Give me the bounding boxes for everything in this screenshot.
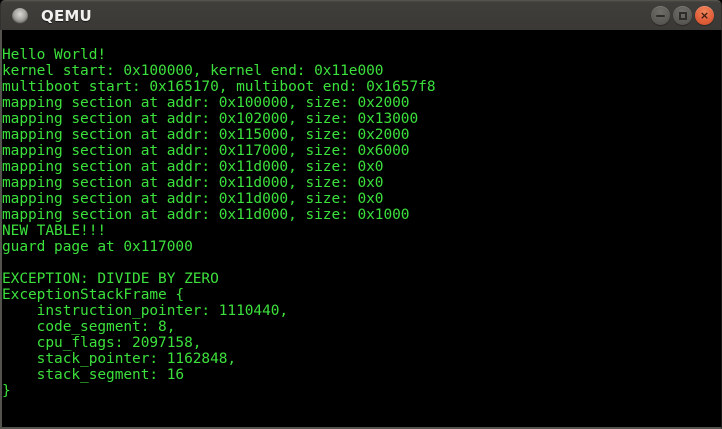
- terminal-line: NEW TABLE!!!: [2, 223, 107, 239]
- terminal-line: mapping section at addr: 0x11d000, size:…: [2, 191, 384, 207]
- terminal-line: mapping section at addr: 0x102000, size:…: [2, 111, 419, 127]
- minimize-button[interactable]: [651, 6, 670, 25]
- terminal-line: mapping section at addr: 0x115000, size:…: [2, 127, 410, 143]
- close-icon: ×: [699, 8, 710, 22]
- terminal-line: kernel start: 0x100000, kernel end: 0x11…: [2, 63, 384, 79]
- terminal-line: guard page at 0x117000: [2, 239, 193, 255]
- terminal-line: multiboot start: 0x165170, multiboot end…: [2, 79, 436, 95]
- terminal-line: mapping section at addr: 0x11d000, size:…: [2, 207, 410, 223]
- terminal-line: EXCEPTION: DIVIDE BY ZERO: [2, 271, 219, 287]
- terminal-output: Hello World! kernel start: 0x100000, kern…: [2, 47, 436, 399]
- minimize-icon: [656, 14, 665, 17]
- close-button[interactable]: ×: [695, 6, 714, 25]
- terminal-line: cpu_flags: 2097158,: [2, 335, 202, 351]
- maximize-icon: [678, 11, 687, 20]
- terminal-line: Hello World!: [2, 47, 107, 63]
- terminal-line: stack_segment: 16: [2, 367, 185, 383]
- window-titlebar[interactable]: QEMU ×: [0, 0, 722, 30]
- window-controls: ×: [651, 6, 714, 25]
- terminal-line: mapping section at addr: 0x11d000, size:…: [2, 175, 384, 191]
- terminal-line: ExceptionStackFrame {: [2, 287, 185, 303]
- terminal-line: code_segment: 8,: [2, 319, 176, 335]
- terminal-line: stack_pointer: 1162848,: [2, 351, 237, 367]
- maximize-button[interactable]: [673, 6, 692, 25]
- qemu-circle-icon: [12, 7, 28, 24]
- terminal-line: }: [2, 383, 11, 399]
- window-title: QEMU: [41, 6, 92, 25]
- terminal-line: mapping section at addr: 0x100000, size:…: [2, 95, 410, 111]
- terminal-line: mapping section at addr: 0x117000, size:…: [2, 143, 410, 159]
- qemu-terminal-display[interactable]: Hello World! kernel start: 0x100000, kern…: [0, 30, 722, 429]
- terminal-line: instruction_pointer: 1110440,: [2, 303, 289, 319]
- terminal-line: mapping section at addr: 0x11d000, size:…: [2, 159, 384, 175]
- terminal-line: [2, 255, 436, 271]
